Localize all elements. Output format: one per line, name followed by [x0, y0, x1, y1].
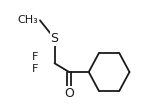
- Text: S: S: [51, 32, 59, 45]
- Text: O: O: [64, 87, 74, 100]
- Text: F: F: [32, 52, 38, 62]
- Text: F: F: [32, 64, 38, 74]
- Text: CH₃: CH₃: [17, 15, 38, 25]
